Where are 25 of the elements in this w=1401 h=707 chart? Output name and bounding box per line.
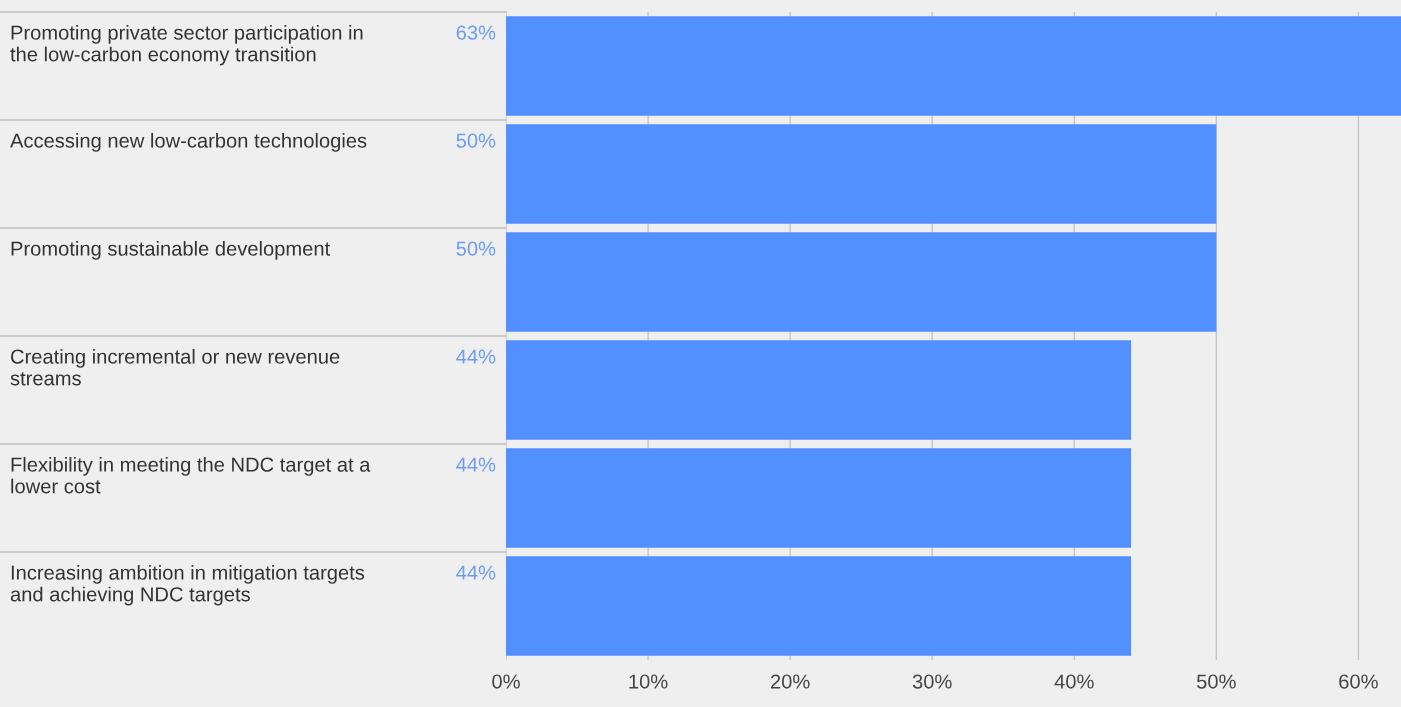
x-tick-label: 50%	[1196, 674, 1236, 689]
x-tick-label: 0%	[492, 674, 520, 689]
x-tick-label: 20%	[770, 674, 810, 689]
y-tick-label: Creating incremental or new revenue streams	[10, 348, 340, 386]
data-label: 44%	[456, 565, 496, 580]
y-tick-label: Accessing new low-carbon technologies	[10, 132, 367, 152]
bar	[506, 16, 1401, 116]
x-tick-label: 10%	[629, 674, 668, 689]
x-tick-label: 30%	[912, 674, 952, 689]
x-tick-label: 60%	[1339, 674, 1378, 689]
data-label: 44%	[456, 457, 496, 472]
data-label: 63%	[456, 25, 496, 40]
x-tick-label: 40%	[1054, 674, 1094, 689]
data-label: 44%	[456, 349, 496, 364]
bar	[506, 124, 1217, 224]
bar	[506, 232, 1217, 332]
bar	[506, 448, 1132, 548]
data-label: 50%	[456, 241, 496, 256]
bar	[506, 556, 1132, 656]
bar	[506, 340, 1132, 440]
data-label: 50%	[456, 133, 496, 148]
y-tick-label: Promoting sustainable development	[11, 240, 331, 260]
y-tick-label: Increasing ambition in mitigation targets and achieving NDC targets	[10, 564, 365, 606]
y-tick-label: Flexibility in meeting the NDC target at a lower cost	[11, 456, 371, 494]
y-tick-label: Promoting private sector participation in the low-carbon economy transition	[10, 24, 363, 66]
